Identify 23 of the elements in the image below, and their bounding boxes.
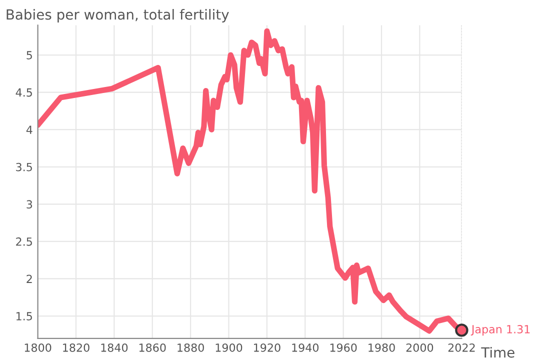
x-tick-label: 1820 [63, 343, 90, 352]
y-tick-label: 3 [26, 200, 32, 209]
x-tick-label: 1920 [254, 343, 280, 352]
y-tick-label: 5 [26, 51, 32, 60]
y-tick-label: 4.5 [16, 88, 32, 97]
x-tick-label: 1840 [101, 343, 128, 352]
x-tick-label: 1880 [178, 343, 204, 352]
y-tick-label: 4 [26, 126, 32, 134]
x-tick-label: 1960 [330, 343, 357, 352]
chart-title: Babies per woman, total fertility [6, 9, 229, 22]
x-tick-label: 1900 [216, 343, 242, 352]
annotation: Japan 1.31 [470, 325, 530, 336]
x-tick-label: 2000 [406, 343, 434, 352]
x-axis-title: Time [481, 346, 514, 358]
y-tick-label: 1.5 [16, 312, 32, 320]
x-tick-label: 1940 [292, 343, 319, 352]
y-tick-label: 2 [26, 274, 32, 283]
x-tick-label: 1860 [139, 343, 166, 352]
y-tick-label: 3.5 [16, 162, 32, 172]
x-tick-label: 1980 [368, 343, 395, 352]
x-tick-label: 1800 [24, 343, 52, 352]
y-tick-label: 2.5 [16, 237, 32, 246]
x-tick-label: 2022 [448, 343, 475, 352]
